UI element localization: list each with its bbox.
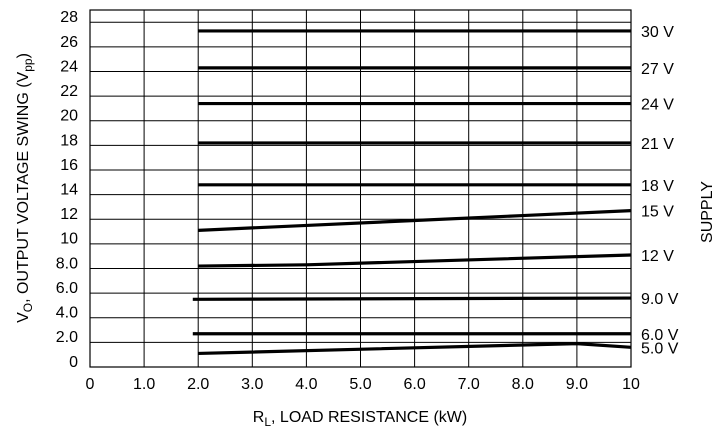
x-tick-label: 8.0: [512, 376, 534, 393]
x-tick-label: 6.0: [403, 376, 425, 393]
y-tick-label: 2.0: [56, 329, 78, 346]
y-tick-label: 22: [60, 83, 78, 100]
x-tick-label: 10: [622, 376, 640, 393]
x-tick-label: 4.0: [295, 376, 317, 393]
y-tick-label: 28: [60, 9, 78, 26]
y-tick-label: 26: [60, 34, 78, 51]
y-tick-label: 8.0: [56, 255, 78, 272]
y-tick-label: 4.0: [56, 305, 78, 322]
y-tick-label: 12: [60, 206, 78, 223]
y-tick-label: 24: [60, 58, 78, 75]
grid: [90, 10, 631, 367]
x-tick-label: 9.0: [566, 376, 588, 393]
series-label: 5.0 V: [641, 340, 679, 357]
series-label: 15 V: [641, 204, 674, 221]
series-line: [198, 342, 632, 356]
series-line: [198, 253, 632, 268]
y-tick-label: 16: [60, 157, 78, 174]
series-label: 30 V: [641, 24, 674, 41]
series-labels: 30 V 27 V 24 V 21 V 18 V 15 V 12 V 9.0 V 6.0 V5.…: [641, 24, 679, 357]
x-tick-label: 2.0: [187, 376, 209, 393]
series-label: 18 V: [641, 178, 674, 195]
y-tick-labels: 0 2.0 4.0 6.0 8.0 10 12 14 16 18 20 22 24 26 28: [56, 9, 78, 371]
y-tick-label: 20: [60, 108, 78, 125]
y-tick-label: 6.0: [56, 280, 78, 297]
series-label: 21 V: [641, 136, 674, 153]
series-label: 9.0 V: [641, 291, 679, 308]
x-tick-label: 1.0: [133, 376, 155, 393]
series-label: 6.0 V: [641, 327, 679, 344]
supply-label: SUPPLY: [699, 181, 716, 243]
y-tick-label: 18: [60, 132, 78, 149]
x-tick-label: 0: [86, 376, 95, 393]
series-label: 12 V: [641, 248, 674, 265]
x-tick-labels: 0 1.0 2.0 3.0 4.0 5.0 6.0 7.0 8.0 9.0 10: [86, 376, 640, 393]
x-axis-label: RL, LOAD RESISTANCE (kW): [253, 409, 467, 429]
series-label: 24 V: [641, 97, 674, 114]
y-tick-label: 10: [60, 231, 78, 248]
y-axis-label: VO, OUTPUT VOLTAGE SWING (Vpp): [15, 53, 35, 323]
series-label: 27 V: [641, 61, 674, 78]
x-tick-label: 5.0: [349, 376, 371, 393]
series-line: [192, 296, 632, 301]
y-tick-label: 14: [60, 182, 78, 199]
y-tick-label: 0: [69, 354, 78, 371]
series-line: [198, 209, 632, 232]
x-tick-label: 7.0: [458, 376, 480, 393]
x-tick-label: 3.0: [241, 376, 263, 393]
series-lines: [192, 29, 632, 356]
